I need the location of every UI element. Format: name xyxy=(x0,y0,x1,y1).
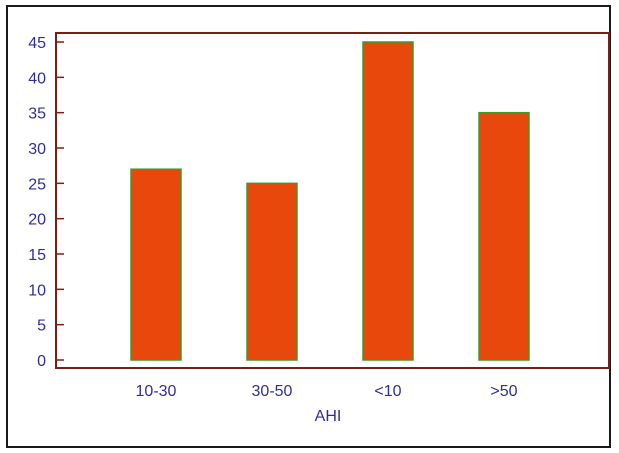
bar-3 xyxy=(362,41,414,361)
y-axis: 0 5 10 15 20 25 30 35 40 45 xyxy=(28,35,64,370)
y-tick-label: 5 xyxy=(37,318,46,335)
x-tick-label: >50 xyxy=(490,383,517,400)
plot-frame xyxy=(55,32,610,369)
plot-area xyxy=(55,32,610,369)
y-tick-label: 10 xyxy=(28,282,46,299)
x-axis: 10-30 30-50 <10 >50 xyxy=(136,383,518,400)
bar-2 xyxy=(246,182,298,361)
x-axis-label: AHI xyxy=(315,408,342,425)
y-tick-label: 40 xyxy=(28,70,46,87)
y-tick-label: 15 xyxy=(28,247,46,264)
y-tick-label: 30 xyxy=(28,141,46,158)
bar-1 xyxy=(130,168,182,361)
x-tick-label: 10-30 xyxy=(136,383,177,400)
x-tick-label: <10 xyxy=(374,383,401,400)
y-tick-label: 20 xyxy=(28,212,46,229)
bar-4 xyxy=(478,111,530,361)
x-tick-label: 30-50 xyxy=(252,383,293,400)
y-tick-label: 25 xyxy=(28,176,46,193)
bars-group xyxy=(130,41,530,361)
y-tick-label: 45 xyxy=(28,35,46,52)
y-tick-label: 0 xyxy=(37,353,46,370)
y-tick-label: 35 xyxy=(28,106,46,123)
